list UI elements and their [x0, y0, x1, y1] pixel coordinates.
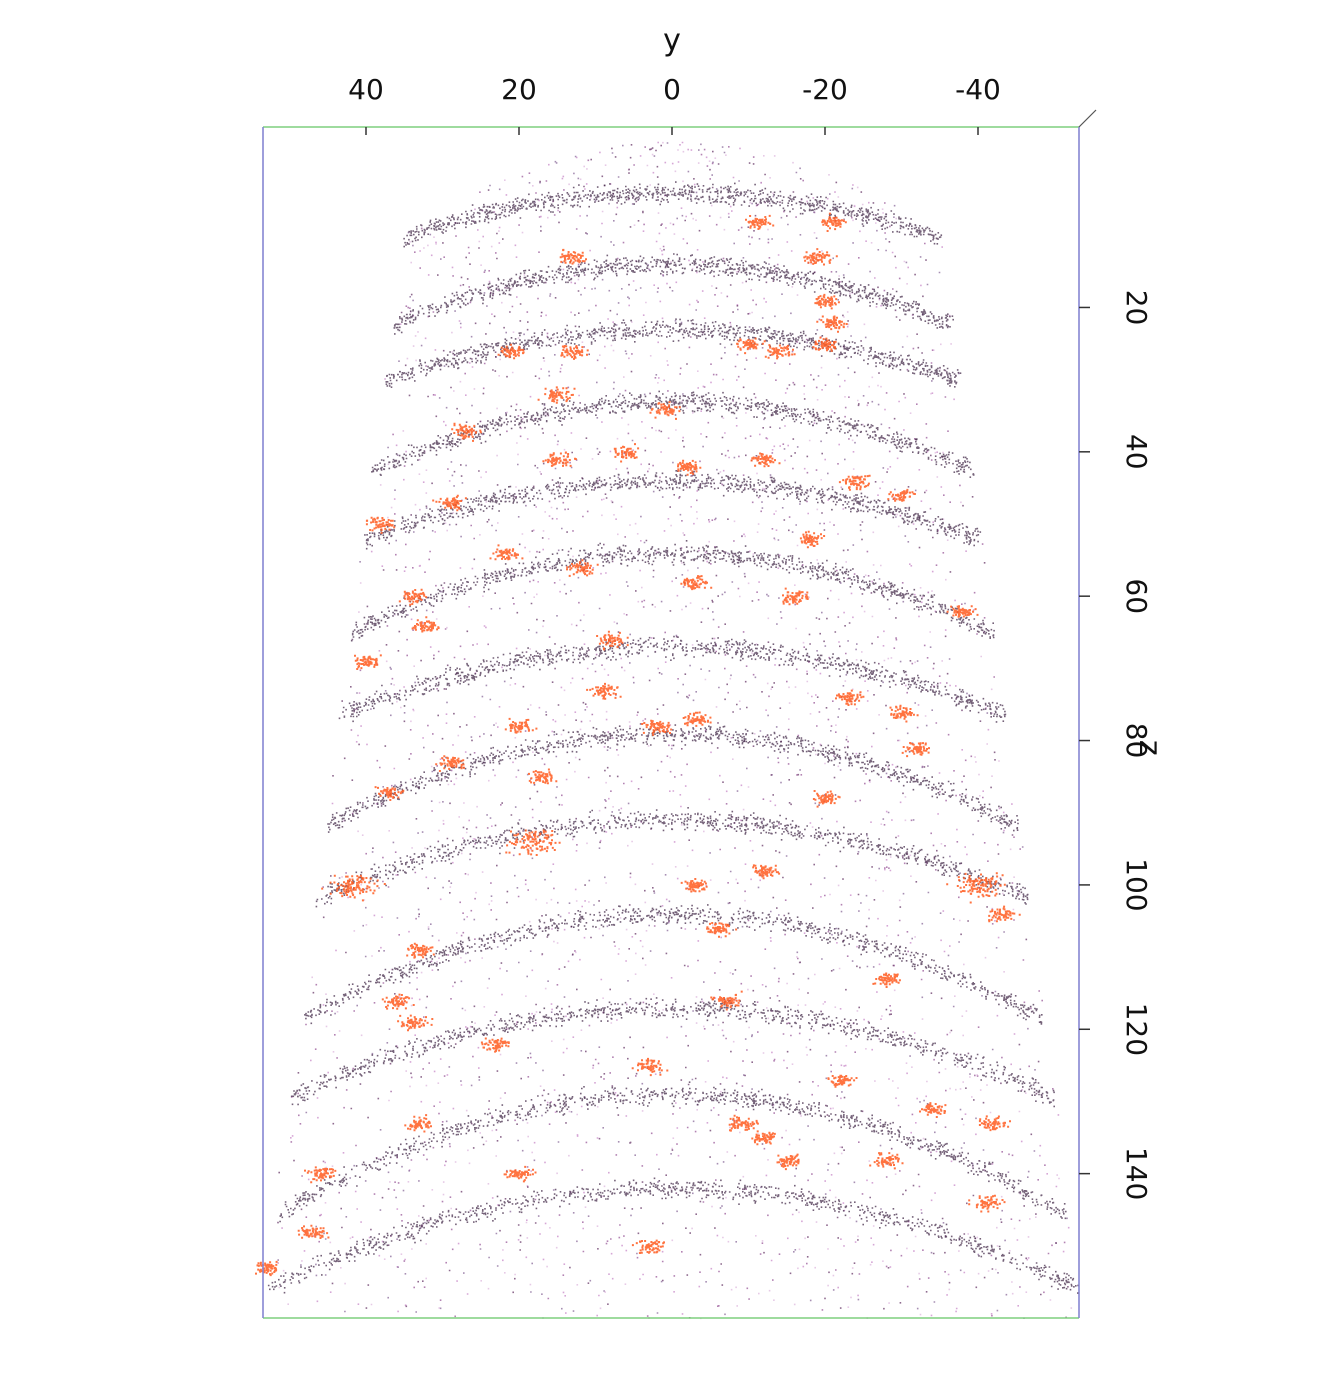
z-tick-label: 140: [1120, 1147, 1153, 1200]
z-tick-label: 120: [1120, 1003, 1153, 1056]
z-tick-label: 20: [1120, 290, 1153, 326]
z-tick-label: 100: [1120, 858, 1153, 911]
y-tick-label: -20: [802, 73, 848, 106]
y-tick-label: 0: [663, 73, 681, 106]
y-axis-title: y: [663, 23, 681, 58]
y-tick-label: 20: [501, 73, 537, 106]
y-tick-label: -40: [955, 73, 1001, 106]
y-tick-label: 40: [348, 73, 384, 106]
z-tick-label: 60: [1120, 578, 1153, 614]
z-axis-title: z: [1132, 740, 1167, 756]
z-tick-label: 40: [1120, 434, 1153, 470]
